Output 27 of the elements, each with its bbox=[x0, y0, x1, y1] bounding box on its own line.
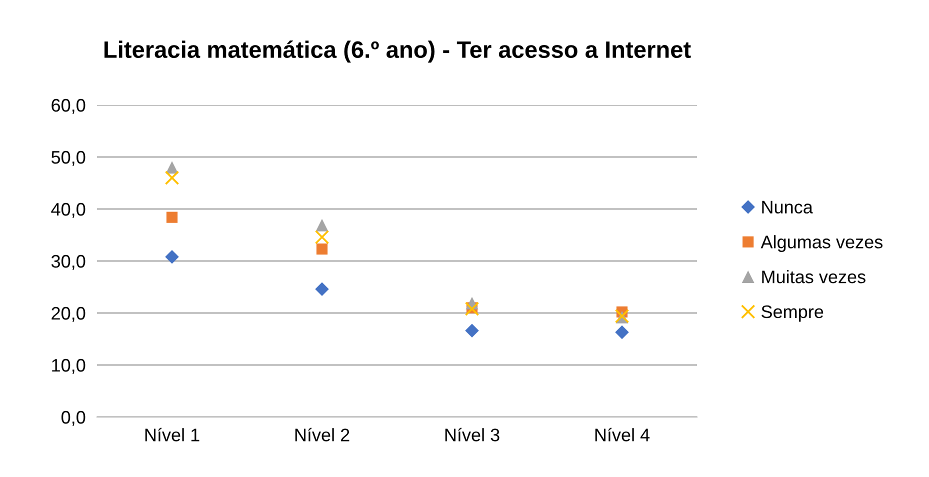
point bbox=[316, 243, 328, 255]
point bbox=[166, 161, 178, 174]
point bbox=[316, 218, 328, 232]
point bbox=[164, 170, 180, 185]
legend-label: Algumas vezes bbox=[760, 235, 882, 252]
y-tick-label: 60,0 bbox=[52, 98, 86, 114]
chart-title: Literacia matemática (6.º ano) - Ter acesso a Internet bbox=[104, 40, 691, 63]
x-tick-label: Nível 3 bbox=[445, 428, 500, 442]
point bbox=[314, 230, 330, 244]
point bbox=[165, 250, 179, 264]
y-tick-label: 10,0 bbox=[52, 358, 86, 374]
y-tick-label: 20,0 bbox=[52, 306, 86, 322]
y-tick-label: 40,0 bbox=[51, 202, 86, 218]
y-tick-label: 50,0 bbox=[51, 150, 86, 166]
point bbox=[615, 325, 629, 340]
legend-label: Sempre bbox=[762, 305, 824, 322]
y-tick-label: 0,0 bbox=[61, 410, 86, 426]
x-tick-label: Nível 4 bbox=[595, 428, 650, 442]
point bbox=[464, 302, 480, 316]
legend-label: Muitas vezes bbox=[762, 270, 866, 284]
point bbox=[465, 324, 479, 338]
y-tick-label: 30,0 bbox=[51, 254, 86, 270]
x-tick-label: Nível 1 bbox=[145, 428, 200, 442]
legend-label: Nunca bbox=[762, 200, 813, 214]
point bbox=[166, 212, 178, 223]
x-tick-label: Nível 2 bbox=[295, 428, 350, 442]
point bbox=[315, 282, 329, 296]
